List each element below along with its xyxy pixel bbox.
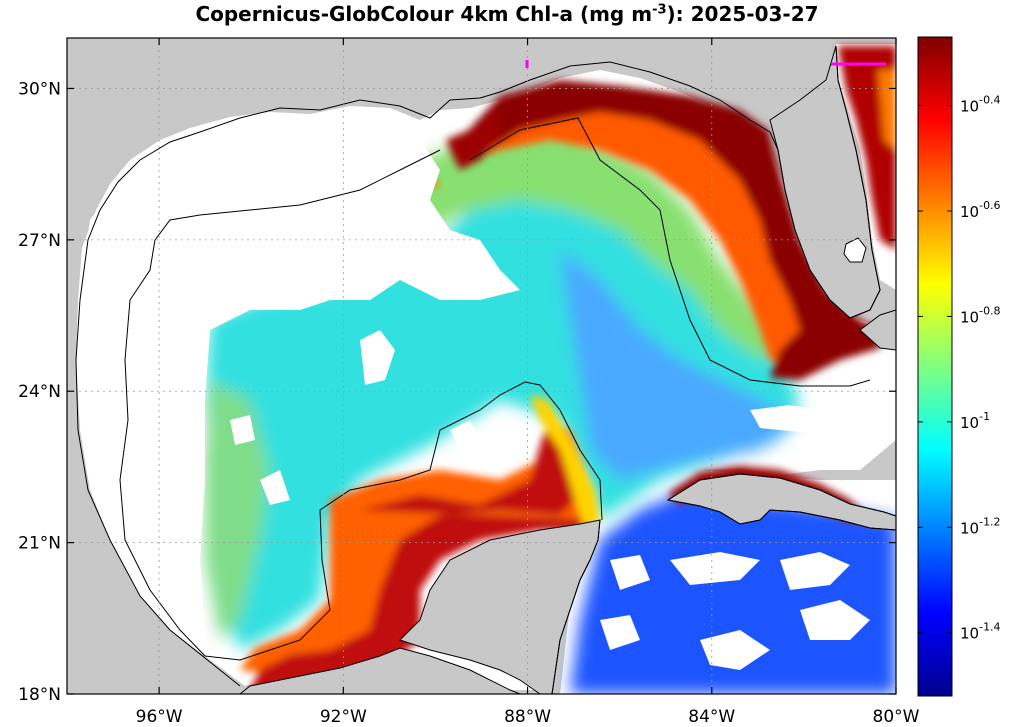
colorbar-label-2: 10-0.8 [960,304,1001,326]
chl-west-green [205,380,270,640]
lake-okeechobee [843,237,867,263]
shelf-isobath-south [204,381,603,661]
colorbar-label-0: 10-0.4 [960,94,1001,116]
title-text: Copernicus-GlobColour 4km Chl-a (mg m [195,2,653,26]
mexico-mainland-south [239,647,521,694]
shelf-isobath-west [119,149,441,657]
chl-mississippi-plume-red [446,110,500,170]
x-tick-label-4: 80°W [873,707,920,727]
coastline [75,45,896,694]
cloud-western-gulf [78,112,520,640]
y-tick-label-0: 30°N [18,79,61,99]
y-tick-label-4: 18°N [18,685,61,705]
graticule [67,38,896,694]
x-tick-label-2: 88°W [504,707,551,727]
chl-loop-current-blue [560,250,800,480]
colorbar-label-3: 10-1 [960,410,990,432]
map-title: Copernicus-GlobColour 4km Chl-a (mg m-3)… [0,2,1014,26]
chl-florida-coast-darkred [450,80,880,380]
chl-yucatan-deep-blue [570,490,896,694]
cloud-mask [78,112,870,670]
colorbar-label-5: 10-1.4 [960,621,1001,643]
y-tick-label-2: 24°N [18,382,61,402]
colorbar [917,36,953,697]
yucatan-coastline [551,519,601,694]
map-frame [66,37,897,695]
chl-atlantic-orange [878,70,896,150]
y-tick-label-3: 21°N [18,534,61,554]
florida-keys-land [859,309,896,351]
title-date: ): 2025-03-27 [666,2,819,26]
florida-coastline [769,45,881,319]
colorbar-ticks: 10-0.4 10-0.6 10-0.8 10-1 10-1.2 10-1.4 [918,94,1001,643]
chl-shelf-green [400,130,780,360]
landmasses [239,45,896,694]
chl-yucatan-tip-yellow [530,395,600,530]
x-tick-label-3: 84°W [688,707,735,727]
latitude-ticks: 30°N 27°N 24°N 21°N 18°N [18,79,896,705]
x-tick-label-0: 96°W [136,707,183,727]
cuba-coastline [667,473,896,531]
x-tick-label-1: 92°W [320,707,367,727]
chl-campeche-red-core [250,430,598,694]
north-coastline [79,61,771,301]
shelf-isobath-florida [469,117,871,387]
chlorophyll-field [205,46,896,694]
colorbar-label-1: 10-0.6 [960,199,1001,221]
cloud-southeast-patches [600,405,870,670]
y-tick-label-1: 27°N [18,231,61,251]
longitude-ticks: 96°W 92°W 88°W 84°W 80°W [136,38,920,727]
title-exponent: -3 [652,2,667,18]
map-panel [67,38,896,694]
west-coastline [75,299,241,687]
colorbar-label-4: 10-1.2 [960,515,1001,537]
